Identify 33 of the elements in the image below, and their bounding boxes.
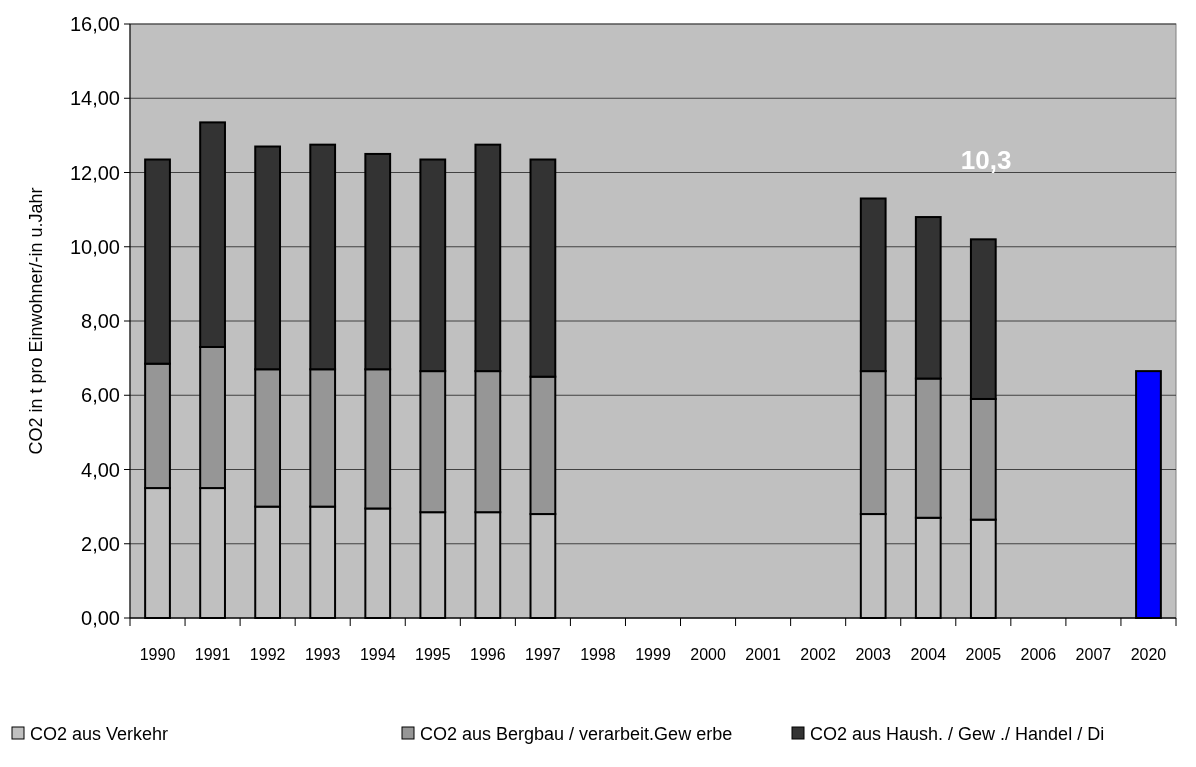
legend-label: CO2 aus Verkehr: [30, 724, 169, 745]
x-tick-label: 2000: [690, 646, 726, 663]
x-tick-label: 2002: [800, 646, 837, 663]
legend-label: CO2 aus Haush. / Gew ./ Handel / Di: [810, 724, 1105, 745]
x-tick-label: 2005: [965, 646, 1002, 663]
y-tick-label: 6,00: [81, 384, 120, 407]
y-tick-label: 4,00: [81, 458, 120, 481]
x-tick-label: 1993: [304, 646, 341, 663]
y-tick-label: 2,00: [81, 532, 120, 555]
x-tick-label: 2001: [745, 646, 781, 663]
y-tick-label: 16,00: [69, 13, 120, 35]
x-tick-label: 1999: [635, 646, 671, 663]
x-tick-label: 1995: [414, 646, 451, 663]
x-tick-label: 1996: [470, 646, 506, 663]
x-tick-label: 2004: [910, 646, 947, 663]
x-tick-label: 1990: [139, 646, 176, 663]
y-tick-label: 12,00: [69, 161, 120, 184]
x-tick-label: 1998: [580, 646, 616, 663]
y-tick-label: 8,00: [81, 310, 120, 332]
x-tick-label: 2006: [1020, 646, 1057, 663]
x-tick-label: 2020: [1130, 646, 1167, 663]
annotation: 10,3: [960, 144, 1012, 175]
y-tick-label: 14,00: [69, 87, 120, 110]
x-tick-label: 1991: [194, 646, 231, 663]
x-tick-label: 1997: [525, 646, 561, 663]
x-tick-label: 1994: [359, 646, 396, 663]
y-tick-label: 10,00: [69, 235, 120, 258]
x-tick-label: 1992: [249, 646, 286, 663]
x-tick-label: 2003: [855, 646, 892, 663]
legend-label: CO2 aus Bergbau / verarbeit.Gew erbe: [420, 724, 733, 745]
x-tick-label: 2007: [1075, 646, 1112, 663]
y-tick-label: 0,00: [81, 607, 120, 629]
y-axis-title: CO2 in t pro Einwohner/-in u.Jahr: [26, 187, 46, 455]
